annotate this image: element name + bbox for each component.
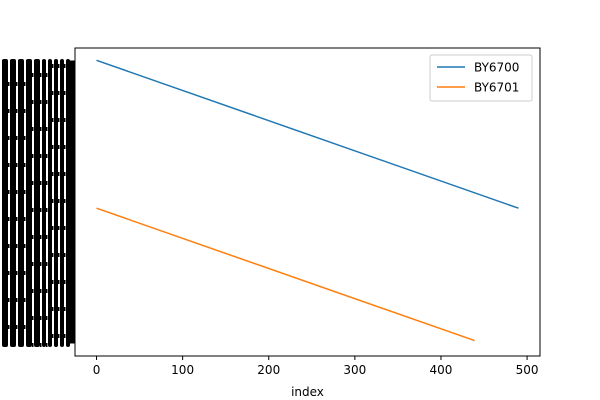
y-tick-label-column [60,59,64,347]
series-lines [96,59,519,342]
y-tick-label-column [2,59,8,347]
legend: BY6700 BY6701 [429,54,533,102]
plot-area-frame [74,47,541,357]
y-tick-label-column [18,59,24,347]
y-tick-label-column [10,59,16,347]
legend-label-by6700: BY6700 [474,61,519,75]
series-line-by6700 [96,59,519,209]
x-tick-label: 300 [343,363,366,377]
y-tick-label-column [54,59,58,347]
y-tick-label-column [66,59,70,347]
x-axis-label: index [291,385,324,399]
y-tick-label-column [34,59,40,347]
y-tick-label-column [48,59,52,347]
y-tick-mark-stack [70,60,75,344]
y-tick-label-glyph-edges [8,64,72,347]
series-line-by6701 [96,207,475,342]
x-axis-ticks: 0 100 200 300 400 500 [93,356,539,377]
x-tick-label: 100 [171,363,194,377]
y-tick-marks [70,60,75,344]
x-tick-label: 0 [93,363,101,377]
x-tick-label: 200 [257,363,280,377]
legend-label-by6701: BY6701 [474,81,519,95]
y-tick-label-stack [2,59,72,347]
y-tick-label-column [26,59,32,347]
x-tick-label: 500 [516,363,539,377]
y-tick-label-column [42,59,46,347]
x-tick-label: 400 [430,363,453,377]
